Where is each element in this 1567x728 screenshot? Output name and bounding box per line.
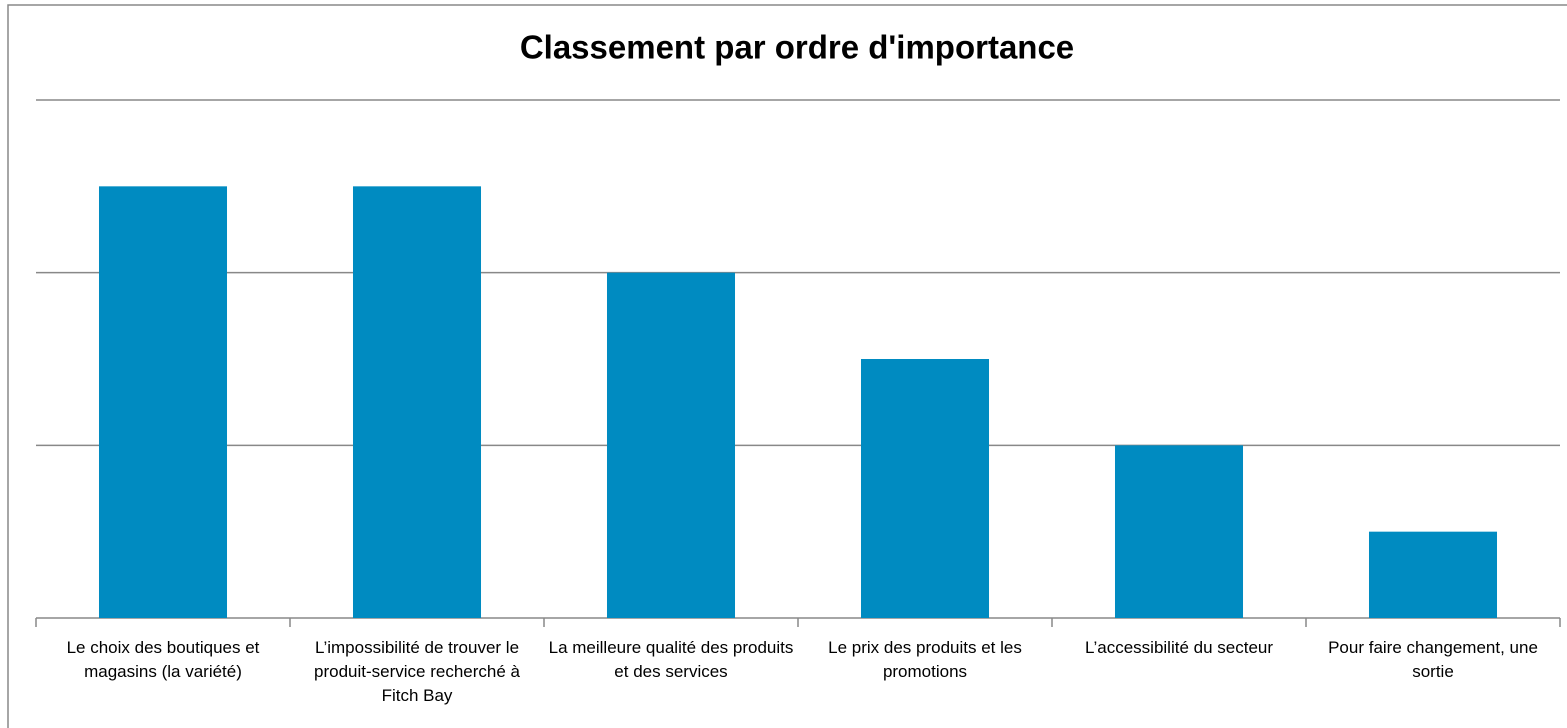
x-tick-label: Pour faire changement, une sortie: [1328, 638, 1538, 681]
bar: [98, 186, 228, 619]
x-tick-label: L’impossibilité de trouver le produit-se…: [314, 638, 520, 705]
x-tick-label: La meilleure qualité des produits et des…: [548, 638, 794, 681]
chart-title: Classement par ordre d'importance: [520, 29, 1074, 66]
x-tick-label: Le prix des produits et les promotions: [828, 638, 1022, 681]
bar: [1368, 531, 1498, 618]
x-tick-label: L’accessibilité du secteur: [1084, 638, 1274, 657]
bar: [860, 359, 990, 618]
bar: [606, 272, 736, 618]
chart-border: [7, 4, 1567, 728]
bar: [352, 186, 482, 619]
x-tick-label: Le choix des boutiques et magasins (la v…: [66, 638, 260, 681]
bar: [1114, 445, 1244, 618]
